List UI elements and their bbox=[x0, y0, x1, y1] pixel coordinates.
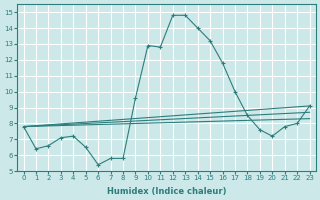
X-axis label: Humidex (Indice chaleur): Humidex (Indice chaleur) bbox=[107, 187, 226, 196]
